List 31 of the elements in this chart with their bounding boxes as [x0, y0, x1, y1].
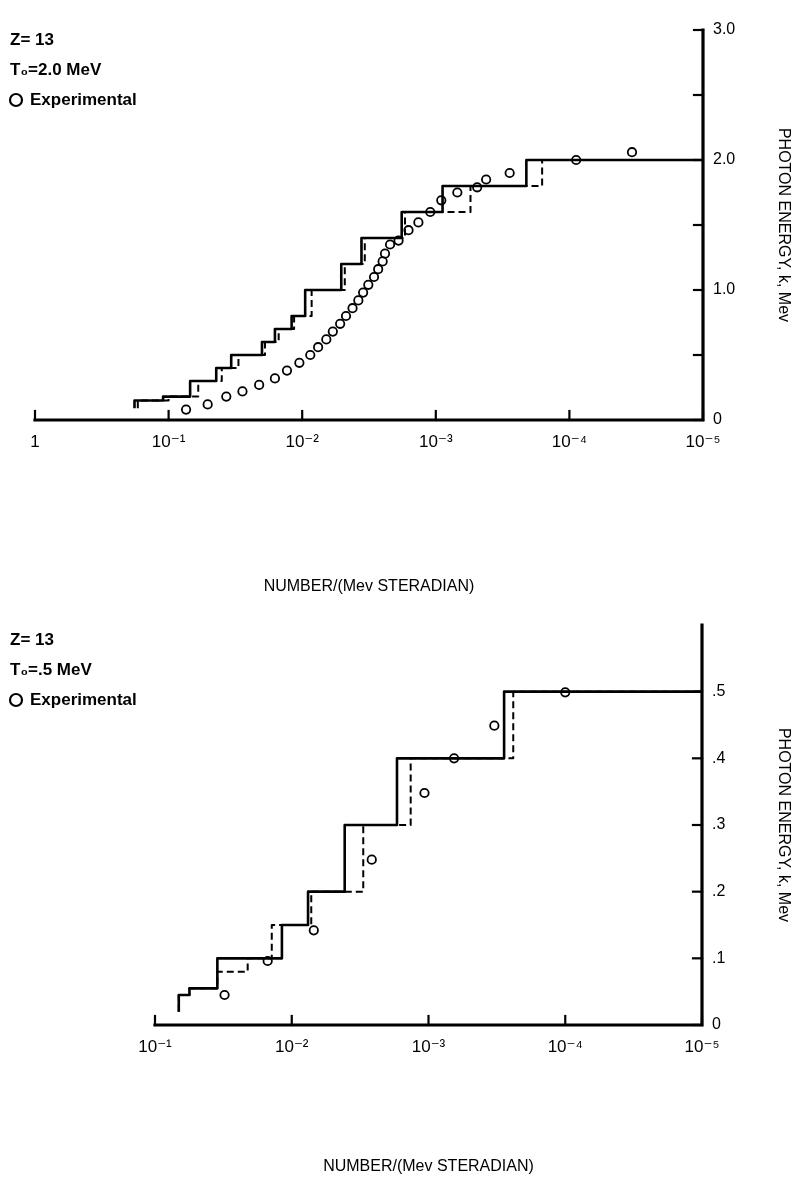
x-tick-label: 10⁻³ — [419, 431, 453, 451]
y-tick-label: 0 — [713, 410, 722, 428]
y-tick-label: 1.0 — [713, 280, 736, 298]
x-axis-title: NUMBER/(Mev STERADIAN) — [323, 1156, 534, 1174]
y-tick-label: .5 — [712, 682, 726, 700]
x-tick-label: 10⁻¹ — [138, 1036, 173, 1056]
y-axis-title: PHOTON ENERGY, k, Mev — [775, 727, 793, 923]
y-tick-label: 3.0 — [713, 20, 736, 38]
y-tick-label: .3 — [712, 815, 726, 833]
x-tick-label: 10⁻¹ — [151, 431, 186, 451]
x-axis-title: NUMBER/(Mev STERADIAN) — [263, 576, 475, 594]
x-tick-label: 10⁻⁵ — [685, 431, 721, 451]
y-tick-label: .4 — [712, 748, 726, 766]
text: T₀=.5 MeV — [10, 659, 93, 679]
annotation: Z= 13 — [10, 29, 54, 49]
y-tick-label: 2.0 — [713, 150, 736, 168]
x-tick-label: 10⁻⁵ — [684, 1036, 720, 1056]
y-tick-label: .2 — [712, 882, 726, 900]
x-tick-label: 10⁻² — [274, 1036, 309, 1056]
x-tick-label: 10⁻³ — [411, 1036, 446, 1056]
legend-label: Experimental — [30, 89, 137, 109]
x-tick-label: 10⁻⁴ — [547, 1036, 583, 1056]
legend-label: Experimental — [30, 689, 137, 709]
x-tick-label: 1 — [30, 431, 40, 451]
y-axis-title: PHOTON ENERGY, k, Mev — [775, 127, 793, 323]
annotation: T₀=2.0 MeV — [10, 59, 102, 79]
x-tick-label: 10⁻² — [285, 431, 320, 451]
text: Z= 13 — [10, 629, 54, 649]
y-tick-label: 0 — [712, 1015, 721, 1033]
y-tick-label: .1 — [712, 948, 726, 966]
x-tick-label: 10⁻⁴ — [551, 431, 587, 451]
